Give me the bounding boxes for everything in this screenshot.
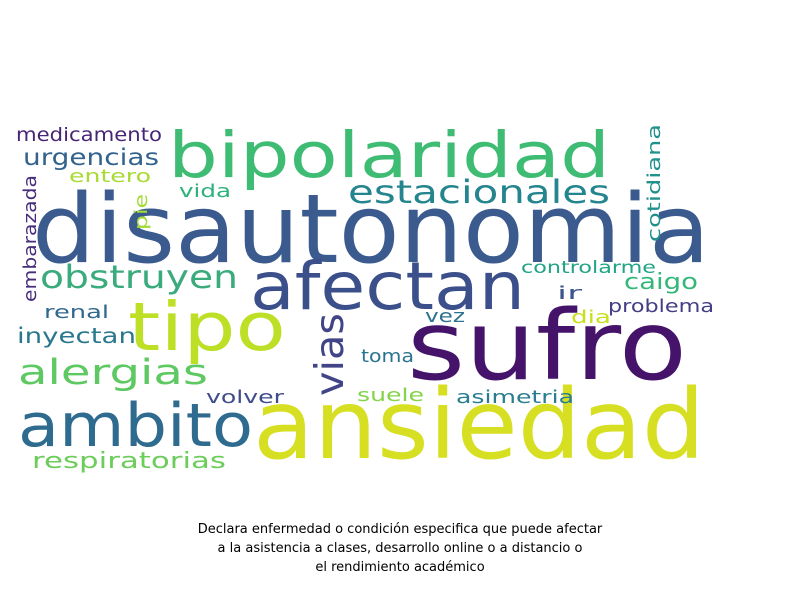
cloud-word: afectan xyxy=(250,248,525,325)
figure-caption: Declara enfermedad o condición especific… xyxy=(100,520,700,577)
cloud-word: dia xyxy=(571,307,611,328)
caption-line: el rendimiento académico xyxy=(315,560,485,575)
cloud-word: inyectan xyxy=(17,324,136,348)
cloud-word: sufro xyxy=(407,290,687,402)
cloud-word: alergias xyxy=(18,353,208,393)
cloud-word: volver xyxy=(206,387,285,408)
cloud-word: toma xyxy=(361,346,414,367)
cloud-word: controlarme xyxy=(521,258,656,278)
cloud-word: ansiedad xyxy=(253,369,705,481)
cloud-word: renal xyxy=(44,302,109,323)
cloud-word: vida xyxy=(179,181,231,202)
cloud-word: ambito xyxy=(18,391,253,461)
cloud-word: entero xyxy=(69,166,151,187)
cloud-word: medicamento xyxy=(16,124,162,146)
cloud-word: asimetria xyxy=(456,387,574,408)
cloud-word: vias xyxy=(308,313,353,396)
cloud-word: vez xyxy=(425,306,465,327)
cloud-word: estacionales xyxy=(348,173,610,211)
cloud-word: problema xyxy=(608,296,714,317)
caption-line: Declara enfermedad o condición especific… xyxy=(197,522,603,537)
cloud-word: embarazada xyxy=(20,175,41,302)
cloud-word: tipo xyxy=(128,288,286,366)
cloud-word: obstruyen xyxy=(40,258,238,296)
cloud-word: caigo xyxy=(624,270,698,295)
cloud-word: respiratorias xyxy=(32,449,226,474)
cloud-word: suele xyxy=(357,385,424,406)
cloud-word: ir xyxy=(557,283,583,304)
cloud-word: bipolaridad xyxy=(168,119,610,192)
caption-line: a la asistencia a clases, desarrollo onl… xyxy=(217,541,583,556)
cloud-word: disautonomia xyxy=(32,175,710,285)
cloud-word: urgencias xyxy=(23,145,159,171)
cloud-word: pie xyxy=(131,194,152,230)
cloud-word: cotidiana xyxy=(644,124,665,242)
